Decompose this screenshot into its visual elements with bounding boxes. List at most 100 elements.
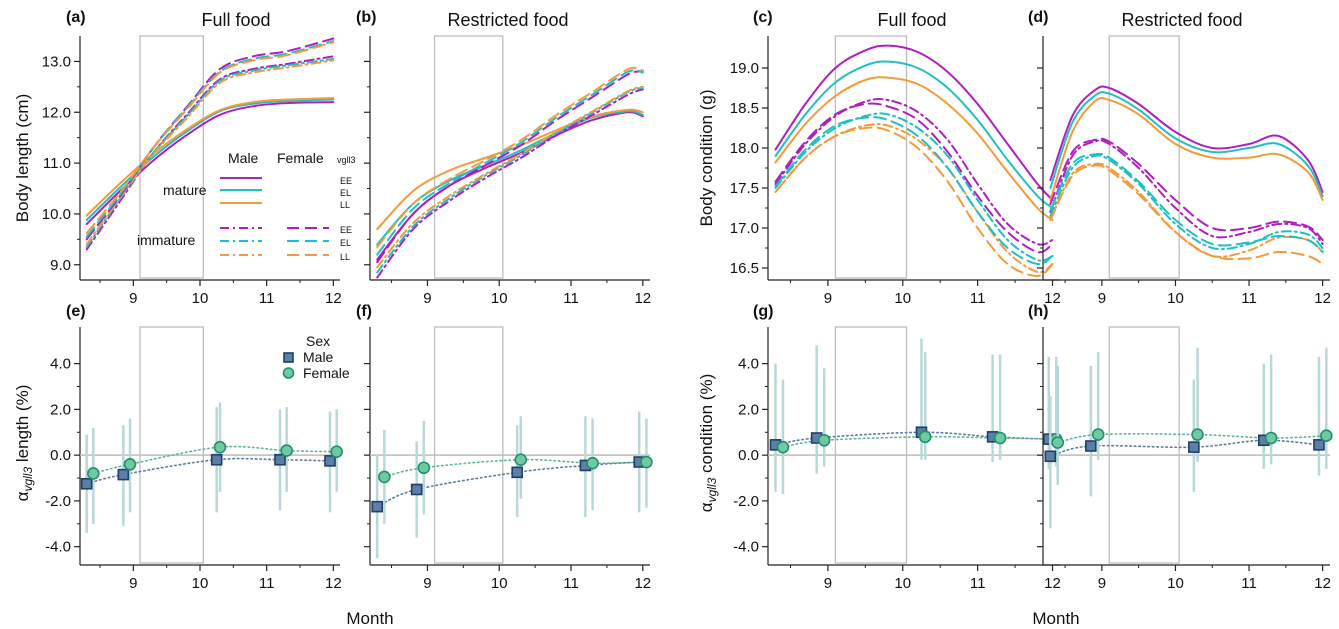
legend-genotype-el-top: EL: [340, 188, 351, 198]
point-male-h: [1044, 450, 1057, 463]
plots-layer: 9 10 11 12 9.0 10.0 11.0 12.0 13.0 9 10 11 12 9 10 11 12…: [42, 35, 1333, 592]
trend-line-f-female: [383, 458, 648, 478]
y-tick-label-c: 18.0: [730, 140, 759, 157]
highlight-window-g: [834, 326, 908, 564]
series-line-d-female-ee: [1049, 137, 1324, 241]
y-tick-label-e: 4.0: [50, 356, 71, 373]
x-tick-label-a: 11: [259, 290, 275, 307]
series-line-a-mature-ll: [85, 97, 335, 217]
x-tick-label-e: 9: [129, 575, 137, 592]
point-male-h: [1085, 440, 1097, 452]
y-tick-label-e: 2.0: [50, 401, 71, 418]
highlight-window-b: [433, 35, 504, 279]
x-tick-label-d: 9: [1098, 290, 1106, 307]
x-tick-label-g: 11: [970, 575, 986, 592]
point-male-h: [1313, 439, 1325, 451]
y-tick-label-a: 12.0: [42, 104, 71, 121]
y-tick-label-a: 13.0: [42, 53, 71, 70]
x-tick-label-f: 11: [563, 575, 579, 592]
series-line-c-female-el: [774, 116, 1054, 266]
point-female-g: [817, 433, 831, 447]
x-tick-label-h: 12: [1314, 575, 1331, 592]
x-tick-label-b: 11: [563, 290, 579, 307]
series-line-d-immature-ee: [1049, 139, 1324, 245]
panel-label-e: (e): [66, 303, 86, 320]
series-line-a-mature-el: [85, 98, 335, 221]
legend-male-text: Male: [303, 349, 334, 365]
y-tick-label-g: 4.0: [738, 356, 759, 373]
series-line-a-immature-ee: [85, 55, 335, 251]
point-male-e: [80, 477, 93, 490]
x-tick-label-h: 9: [1098, 575, 1106, 592]
legend-female-marker: [282, 367, 295, 379]
x-tick-label-d: 11: [1241, 290, 1257, 307]
series-line-d-mature-el: [1049, 91, 1324, 197]
legend-swatches: [220, 177, 329, 256]
y-axis-label-alpha-length: αvgll3 length (%): [13, 385, 35, 502]
point-female-f: [586, 456, 599, 470]
point-female-e: [87, 467, 100, 480]
y-axis-label-length: Body length (cm): [13, 94, 32, 223]
point-female-g: [918, 430, 932, 444]
series-line-b-mature-ee: [376, 111, 644, 261]
point-male-h: [1188, 441, 1200, 453]
panel-label-a: (a): [66, 9, 86, 26]
x-tick-label-c: 9: [824, 290, 832, 307]
legend-mature-label: mature: [163, 182, 207, 198]
panel-label-b: (b): [356, 9, 376, 26]
legend-sex: Sex Male Female: [282, 333, 350, 381]
series-line-c-female-ll: [774, 126, 1054, 278]
series-line-d-female-el: [1049, 152, 1324, 253]
point-female-h: [1264, 431, 1278, 445]
panel-c: 9 10 11 12 16.5 17.0 17.5 18.0 18.5 19.0: [730, 35, 1061, 307]
y-tick-label-g: 2.0: [738, 401, 759, 418]
x-tick-label-f: 10: [491, 575, 508, 592]
x-tick-label-e: 12: [325, 575, 342, 592]
y-tick-label-g: -2.0: [733, 493, 759, 510]
point-female-g: [993, 431, 1007, 445]
legend-genotype-el-bottom: EL: [340, 238, 351, 248]
x-tick-label-g: 12: [1044, 575, 1061, 592]
point-male-e: [210, 453, 223, 466]
point-female-h: [1320, 429, 1333, 443]
point-male-f: [511, 466, 523, 479]
x-tick-label-a: 12: [325, 290, 342, 307]
x-tick-label-a: 9: [129, 290, 137, 307]
point-female-e: [280, 444, 293, 457]
panel-title-c: Full food: [877, 10, 946, 30]
x-tick-label-b: 10: [491, 290, 508, 307]
y-axis-label-condition: Body condition (g): [697, 89, 716, 226]
panel-label-c: (c): [753, 9, 773, 26]
legend-gene-heading: vgll3: [337, 155, 356, 165]
series-line-c-immature-ll: [774, 123, 1054, 274]
point-female-e: [123, 458, 137, 471]
panel-g: 9 10 11 12 -4.0 -2.0 0.0 2.0 4.0: [733, 326, 1063, 592]
x-tick-label-h: 10: [1167, 575, 1184, 592]
highlight-window-f: [433, 326, 504, 564]
point-female-h: [1051, 436, 1065, 449]
series-line-a-female-ee: [85, 37, 335, 241]
y-tick-label-e: -4.0: [45, 539, 71, 556]
panel-title-b: Restricted food: [447, 10, 568, 30]
point-female-e: [213, 440, 227, 454]
legend-genotype-ee-bottom: EE: [340, 225, 352, 235]
series-line-b-mature-el: [376, 110, 644, 246]
y-tick-label-g: -4.0: [733, 539, 759, 556]
legend-male-marker: [283, 352, 294, 363]
y-tick-label-e: 0.0: [50, 447, 71, 464]
series-line-d-female-ll: [1049, 164, 1324, 265]
panel-f: 9 10 11 12: [364, 326, 653, 592]
y-tick-label-c: 17.0: [730, 220, 759, 237]
legend-genotype-ll-top: LL: [340, 200, 350, 210]
series-line-c-immature-ee: [774, 98, 1054, 246]
x-tick-label-e: 11: [259, 575, 275, 592]
series-line-a-female-ll: [85, 41, 335, 235]
point-female-h: [1191, 428, 1204, 441]
x-tick-label-c: 12: [1044, 290, 1061, 307]
highlight-window-e: [139, 326, 204, 564]
series-line-b-female-el: [376, 69, 644, 256]
panel-title-d: Restricted food: [1121, 10, 1242, 30]
series-line-b-immature-ll: [376, 85, 644, 269]
series-line-b-female-ee: [376, 70, 644, 264]
series-line-b-immature-ee: [376, 88, 644, 279]
